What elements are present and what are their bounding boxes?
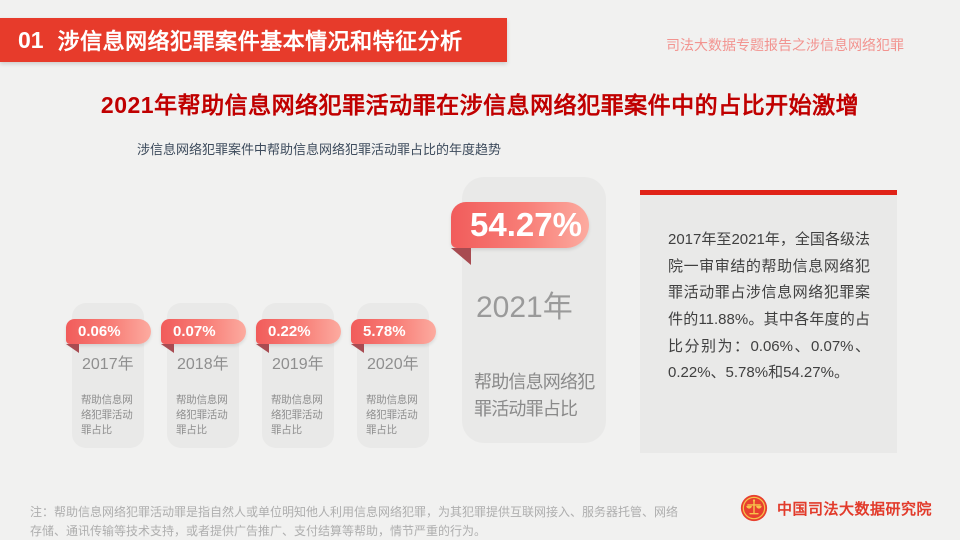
- report-series-label: 司法大数据专题报告之涉信息网络犯罪: [666, 37, 904, 53]
- summary-box: 2017年至2021年，全国各级法院一审审结的帮助信息网络犯罪活动罪占涉信息网络…: [640, 195, 897, 453]
- year-label: 2019年: [272, 356, 324, 373]
- footnote: 注：帮助信息网络犯罪活动罪是指自然人或单位明知他人利用信息网络犯罪，为其犯罪提供…: [30, 505, 679, 538]
- ribbon-fold: [451, 248, 471, 265]
- year-label: 2021年: [476, 291, 573, 324]
- ribbon-fold: [351, 344, 364, 353]
- metric-label: 帮助信息网络犯罪活动罪占比: [176, 394, 228, 437]
- value-ribbon: 0.22%: [256, 319, 341, 344]
- year-label: 2018年: [177, 356, 229, 373]
- year-card-2019: 0.22% 2019年 帮助信息网络犯罪活动罪占比: [256, 303, 341, 448]
- court-emblem-icon: [740, 494, 768, 522]
- section-header-banner: 01 涉信息网络犯罪案件基本情况和特征分析: [0, 18, 507, 62]
- year-card-2017: 0.06% 2017年 帮助信息网络犯罪活动罪占比: [66, 303, 151, 448]
- year-label: 2017年: [82, 356, 134, 373]
- org-footer: 中国司法大数据研究院: [740, 494, 932, 522]
- section-number: 01: [18, 26, 44, 53]
- ribbon-fold: [256, 344, 269, 353]
- metric-label: 帮助信息网络犯罪活动罪占比: [271, 394, 323, 437]
- value-ribbon: 5.78%: [351, 319, 436, 344]
- metric-label: 帮助信息网络犯罪活动罪占比: [366, 394, 418, 437]
- summary-text: 2017年至2021年，全国各级法院一审审结的帮助信息网络犯罪活动罪占涉信息网络…: [668, 231, 870, 382]
- value-ribbon: 54.27%: [451, 202, 589, 248]
- summary-accent-bar: [640, 190, 897, 195]
- year-card-2018: 0.07% 2018年 帮助信息网络犯罪活动罪占比: [161, 303, 246, 448]
- year-card-2021: 54.27% 2021年 帮助信息网络犯罪活动罪占比: [451, 177, 606, 443]
- org-name: 中国司法大数据研究院: [777, 500, 933, 518]
- ribbon-fold: [161, 344, 174, 353]
- metric-label: 帮助信息网络犯罪活动罪占比: [474, 372, 595, 419]
- page-title: 2021年帮助信息网络犯罪活动罪在涉信息网络犯罪案件中的占比开始激增: [100, 92, 860, 118]
- year-card-2020: 5.78% 2020年 帮助信息网络犯罪活动罪占比: [351, 303, 436, 448]
- section-title: 涉信息网络犯罪案件基本情况和特征分析: [57, 29, 463, 54]
- value-ribbon: 0.07%: [161, 319, 246, 344]
- year-label: 2020年: [367, 356, 419, 373]
- chart-caption: 涉信息网络犯罪案件中帮助信息网络犯罪活动罪占比的年度趋势: [137, 142, 502, 157]
- value-ribbon: 0.06%: [66, 319, 151, 344]
- metric-label: 帮助信息网络犯罪活动罪占比: [81, 394, 133, 437]
- ribbon-fold: [66, 344, 79, 353]
